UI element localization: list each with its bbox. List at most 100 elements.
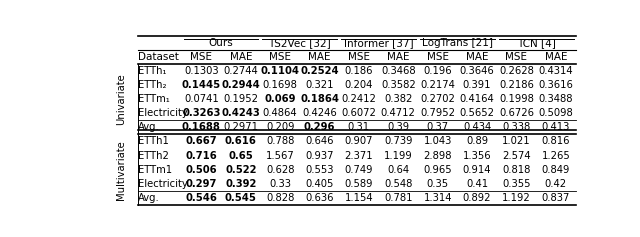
Text: 0.553: 0.553 xyxy=(305,165,334,175)
Text: 0.548: 0.548 xyxy=(384,179,412,189)
Text: 0.2944: 0.2944 xyxy=(221,80,260,90)
Text: ETTh₁: ETTh₁ xyxy=(138,66,166,76)
Text: 1.314: 1.314 xyxy=(424,193,452,203)
Text: 0.914: 0.914 xyxy=(463,165,492,175)
Text: 0.816: 0.816 xyxy=(541,137,570,146)
Text: 0.4164: 0.4164 xyxy=(460,94,495,104)
Text: 2.371: 2.371 xyxy=(344,150,373,160)
Text: 0.391: 0.391 xyxy=(463,80,492,90)
Text: LogTrans [21]: LogTrans [21] xyxy=(422,38,493,48)
Text: 0.382: 0.382 xyxy=(384,94,412,104)
Text: 0.636: 0.636 xyxy=(305,193,334,203)
Text: 0.907: 0.907 xyxy=(345,137,373,146)
Text: 0.39: 0.39 xyxy=(387,122,410,132)
Text: 0.1698: 0.1698 xyxy=(262,80,298,90)
Text: Informer [37]: Informer [37] xyxy=(344,38,413,48)
Text: ETTh1: ETTh1 xyxy=(138,137,169,146)
Text: 0.41: 0.41 xyxy=(466,179,488,189)
Text: Electricity: Electricity xyxy=(138,179,188,189)
Text: 0.837: 0.837 xyxy=(541,193,570,203)
Text: 0.828: 0.828 xyxy=(266,193,294,203)
Text: 0.069: 0.069 xyxy=(264,94,296,104)
Text: 0.204: 0.204 xyxy=(345,80,373,90)
Text: 0.6726: 0.6726 xyxy=(499,108,534,118)
Text: 0.33: 0.33 xyxy=(269,179,291,189)
Text: 0.616: 0.616 xyxy=(225,137,257,146)
Text: 0.937: 0.937 xyxy=(305,150,334,160)
Text: Avg.: Avg. xyxy=(138,122,160,132)
Text: 0.4243: 0.4243 xyxy=(221,108,260,118)
Text: TCN [4]: TCN [4] xyxy=(516,38,556,48)
Text: MAE: MAE xyxy=(545,52,567,62)
Text: 0.522: 0.522 xyxy=(225,165,257,175)
Text: 0.296: 0.296 xyxy=(304,122,335,132)
Text: 0.35: 0.35 xyxy=(427,179,449,189)
Text: 0.892: 0.892 xyxy=(463,193,492,203)
Text: Electricity: Electricity xyxy=(138,108,188,118)
Text: 0.405: 0.405 xyxy=(305,179,333,189)
Text: Dataset: Dataset xyxy=(138,52,179,62)
Text: 0.506: 0.506 xyxy=(186,165,217,175)
Text: 1.154: 1.154 xyxy=(344,193,373,203)
Text: 0.628: 0.628 xyxy=(266,165,294,175)
Text: MSE: MSE xyxy=(348,52,370,62)
Text: 0.1104: 0.1104 xyxy=(260,66,300,76)
Text: MAE: MAE xyxy=(230,52,252,62)
Text: MAE: MAE xyxy=(466,52,488,62)
Text: 0.716: 0.716 xyxy=(186,150,217,160)
Text: 0.338: 0.338 xyxy=(502,122,531,132)
Text: 0.4712: 0.4712 xyxy=(381,108,416,118)
Text: 0.1445: 0.1445 xyxy=(182,80,221,90)
Text: 0.739: 0.739 xyxy=(384,137,413,146)
Text: 0.31: 0.31 xyxy=(348,122,370,132)
Text: 0.434: 0.434 xyxy=(463,122,491,132)
Text: 1.356: 1.356 xyxy=(463,150,492,160)
Text: 0.186: 0.186 xyxy=(345,66,373,76)
Text: 0.0741: 0.0741 xyxy=(184,94,219,104)
Text: 0.646: 0.646 xyxy=(305,137,334,146)
Text: MSE: MSE xyxy=(269,52,291,62)
Text: TS2Vec [32]: TS2Vec [32] xyxy=(268,38,332,48)
Text: 0.545: 0.545 xyxy=(225,193,257,203)
Text: 1.043: 1.043 xyxy=(424,137,452,146)
Text: MSE: MSE xyxy=(427,52,449,62)
Text: MAE: MAE xyxy=(387,52,410,62)
Text: 0.7952: 0.7952 xyxy=(420,108,455,118)
Text: 0.4246: 0.4246 xyxy=(302,108,337,118)
Text: 0.2174: 0.2174 xyxy=(420,80,455,90)
Text: 0.667: 0.667 xyxy=(186,137,217,146)
Text: 2.898: 2.898 xyxy=(424,150,452,160)
Text: 0.89: 0.89 xyxy=(466,137,488,146)
Text: 0.589: 0.589 xyxy=(345,179,373,189)
Text: ETTm₁: ETTm₁ xyxy=(138,94,170,104)
Text: 0.2186: 0.2186 xyxy=(499,80,534,90)
Text: 0.2524: 0.2524 xyxy=(300,66,339,76)
Text: 0.5098: 0.5098 xyxy=(538,108,573,118)
Text: 0.1303: 0.1303 xyxy=(184,66,219,76)
Text: 0.2971: 0.2971 xyxy=(223,122,259,132)
Text: 0.42: 0.42 xyxy=(545,179,567,189)
Text: 0.2744: 0.2744 xyxy=(223,66,258,76)
Text: 0.1952: 0.1952 xyxy=(223,94,259,104)
Text: 2.574: 2.574 xyxy=(502,150,531,160)
Text: 0.297: 0.297 xyxy=(186,179,217,189)
Text: 1.199: 1.199 xyxy=(384,150,413,160)
Text: 0.3646: 0.3646 xyxy=(460,66,495,76)
Text: 1.265: 1.265 xyxy=(541,150,570,160)
Text: Multivariate: Multivariate xyxy=(116,140,126,200)
Text: ETTm1: ETTm1 xyxy=(138,165,172,175)
Text: Avg.: Avg. xyxy=(138,193,160,203)
Text: 0.3616: 0.3616 xyxy=(538,80,573,90)
Text: 0.3263: 0.3263 xyxy=(182,108,221,118)
Text: 0.37: 0.37 xyxy=(427,122,449,132)
Text: 0.3488: 0.3488 xyxy=(539,94,573,104)
Text: 0.355: 0.355 xyxy=(502,179,531,189)
Text: Univariate: Univariate xyxy=(116,73,126,125)
Text: 0.1688: 0.1688 xyxy=(182,122,221,132)
Text: 0.65: 0.65 xyxy=(228,150,253,160)
Text: 1.567: 1.567 xyxy=(266,150,294,160)
Text: 0.1998: 0.1998 xyxy=(499,94,534,104)
Text: 0.546: 0.546 xyxy=(186,193,218,203)
Text: 0.413: 0.413 xyxy=(541,122,570,132)
Text: MSE: MSE xyxy=(190,52,212,62)
